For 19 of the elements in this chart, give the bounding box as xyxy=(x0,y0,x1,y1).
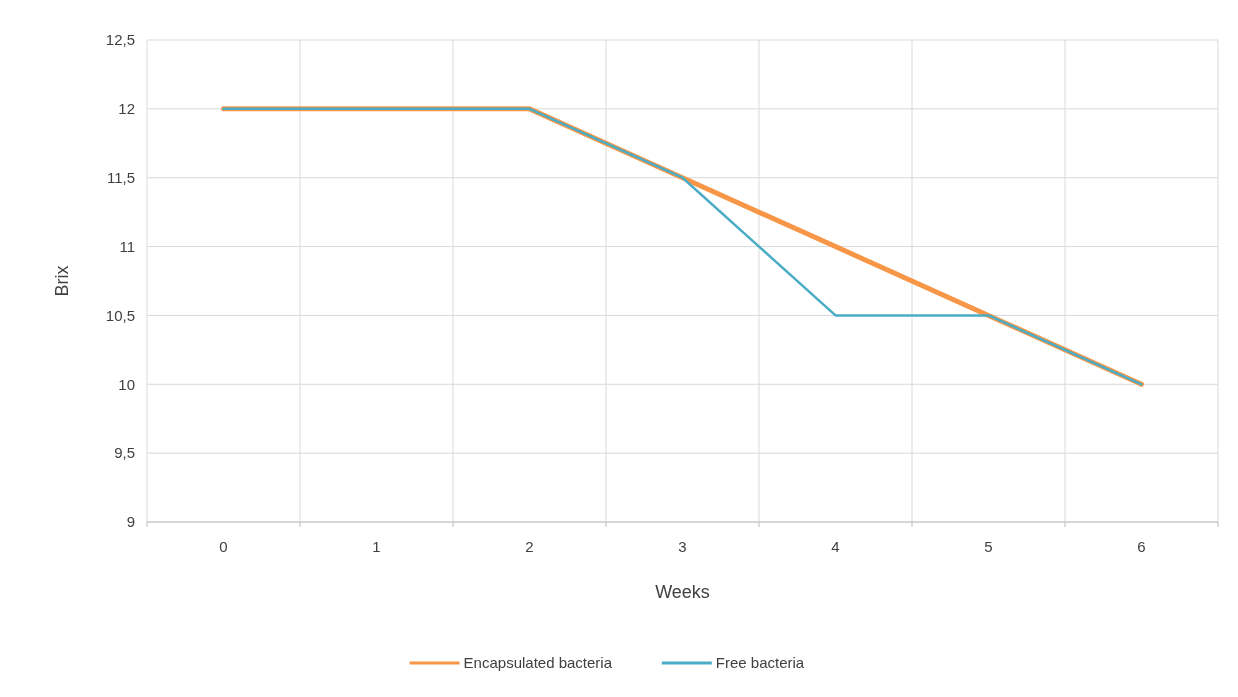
x-tick-label: 2 xyxy=(525,538,534,555)
y-tick-label: 9 xyxy=(126,513,135,531)
y-axis-title: Brix xyxy=(52,265,72,297)
y-tick-label: 11 xyxy=(119,237,135,255)
y-tick-label: 11,5 xyxy=(106,168,135,186)
x-tick-label: 3 xyxy=(678,538,687,555)
x-tick-label: 0 xyxy=(219,538,228,555)
y-tick-label: 12 xyxy=(118,100,135,118)
x-axis-title: Weeks xyxy=(655,582,710,602)
x-tick-label: 4 xyxy=(831,538,840,555)
legend-label: Free bacteria xyxy=(715,654,805,672)
y-tick-label: 9,5 xyxy=(114,444,135,462)
legend-label: Encapsulated bacteria xyxy=(463,654,613,672)
y-tick-label: 12,5 xyxy=(105,31,135,49)
y-tick-label: 10 xyxy=(118,375,135,393)
y-tick-label: 10,5 xyxy=(105,306,135,324)
x-tick-label: 1 xyxy=(372,538,381,555)
x-tick-label: 5 xyxy=(984,538,993,555)
x-tick-label: 6 xyxy=(1137,538,1146,555)
